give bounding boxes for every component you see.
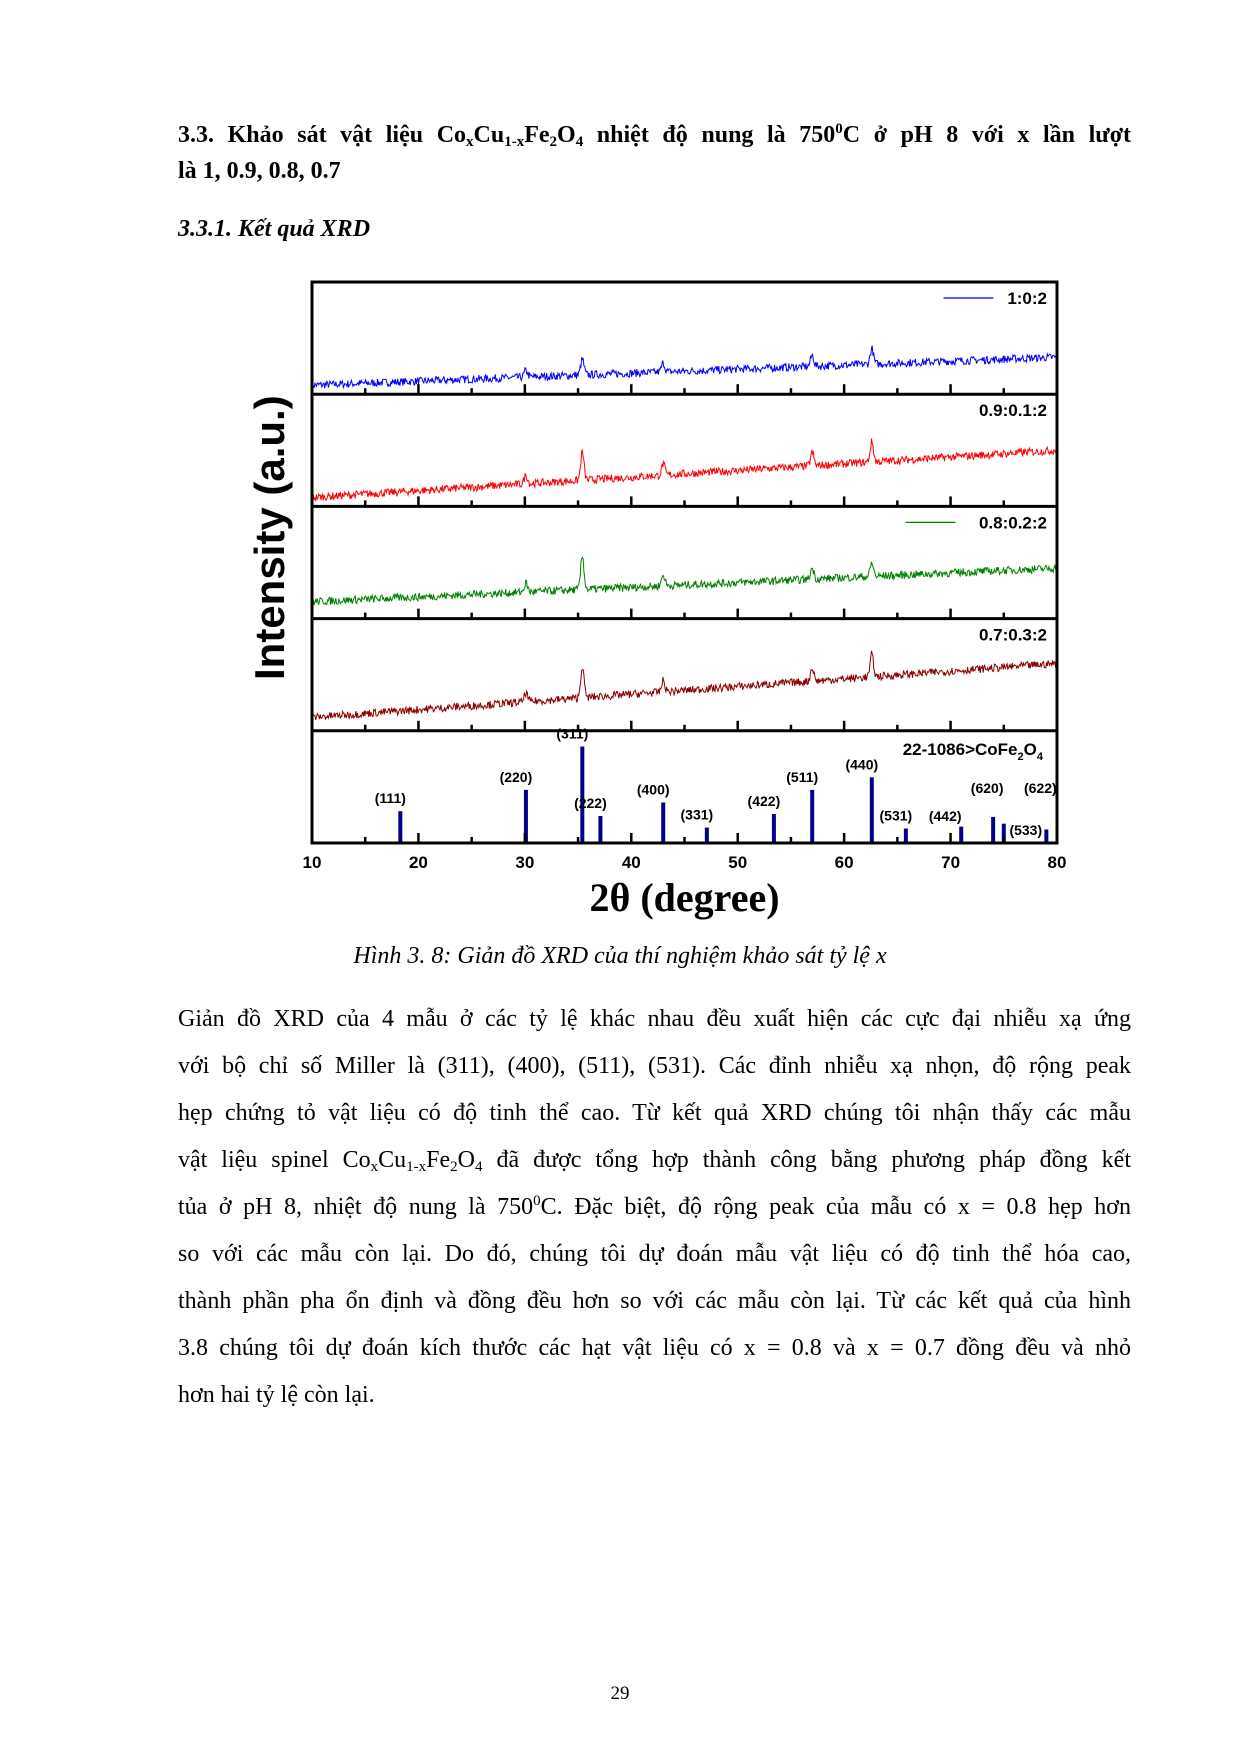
x-tick-label: 60: [835, 853, 854, 872]
text: nhiệt độ nung là 750: [583, 122, 836, 148]
legend-label: 0.9:0.1:2: [979, 401, 1047, 420]
text: O: [457, 1147, 475, 1173]
reference-hkl-label: (111): [375, 790, 406, 806]
xrd-chart: 1:0:2 0.9:0.1:2 0.8:0.2:2 0.7:0.3:2 (111) (22…: [303, 280, 1067, 920]
reference-label-part: 2: [1018, 751, 1024, 763]
text: Cu: [378, 1147, 407, 1173]
text: 1-x: [504, 134, 525, 150]
reference-hkl-label: (222): [574, 795, 607, 811]
plot-frame: [310, 280, 1059, 845]
paragraph-line: thành phần pha ổn định và đồng đều hơn s…: [178, 1288, 1131, 1314]
x-tick-label: 40: [622, 853, 641, 872]
reference-label-part: 22-1086>CoFe: [903, 740, 1018, 759]
text: 4: [575, 134, 584, 150]
reference-hkl-label: (400): [637, 781, 670, 797]
paragraph-line: với bộ chỉ số Miller là (311), (400), (5…: [178, 1053, 1131, 1079]
reference-label-part: O: [1024, 740, 1037, 759]
reference-label-part: 4: [1037, 751, 1044, 763]
x-tick-label: 20: [409, 853, 428, 872]
series-line-0.8:0.2:2: [311, 556, 1058, 606]
paragraph-line: tủa ở pH 8, nhiệt độ nung là 7500C. Đặc …: [178, 1192, 1131, 1222]
reference-hkl-label: (622): [1024, 780, 1057, 796]
reference-hkl-label: (220): [500, 769, 533, 785]
reference-hkl-label: (531): [880, 808, 913, 824]
reference-label: 22-1086>CoFe2O4: [903, 740, 1044, 763]
paragraph-line: hẹp chứng tỏ vật liệu có độ tinh thể cao…: [178, 1100, 1131, 1126]
text: x: [466, 134, 474, 150]
reference-hkl-label: (620): [971, 780, 1004, 796]
legend-label: 0.8:0.2:2: [979, 513, 1047, 532]
paragraph-line: 3.8 chúng tôi dự đoán kích thước các hạt…: [178, 1335, 1131, 1361]
series-line-1:0:2: [311, 345, 1058, 390]
figure-caption: Hình 3. 8: Giản đồ XRD của thí nghiệm kh…: [353, 943, 887, 969]
text: 2: [450, 1159, 458, 1175]
x-tick-label: 70: [941, 853, 960, 872]
series-line-0.7:0.3:2: [311, 650, 1058, 721]
text: 1-x: [406, 1159, 427, 1175]
reference-hkl-label: (422): [748, 793, 781, 809]
text: 0: [835, 121, 843, 137]
text: 4: [474, 1159, 483, 1175]
x-tick-label: 50: [728, 853, 747, 872]
paragraph-line: hơn hai tỷ lệ còn lại.: [178, 1382, 375, 1408]
x-axis-label: 2θ (degree): [589, 875, 779, 920]
x-tick-label: 80: [1048, 853, 1067, 872]
text: Fe: [426, 1147, 451, 1173]
page-number: 29: [610, 1683, 630, 1704]
reference-hkl-label: (440): [845, 756, 878, 772]
text: 3.3. Khảo sát vật liệu Co: [178, 122, 467, 148]
paragraph-line: so với các mẫu còn lại. Do đó, chúng tôi…: [178, 1241, 1131, 1267]
text: C. Đặc biệt, độ rộng peak của mẫu có x =…: [540, 1194, 1132, 1220]
reference-hkl-label: (533): [1009, 822, 1042, 838]
text: Fe: [524, 122, 550, 148]
section-heading-line1: 3.3. Khảo sát vật liệu CoxCu1-xFe2O4 nhi…: [178, 117, 1131, 153]
legend-label: 0.7:0.3:2: [979, 626, 1047, 645]
text: tủa ở pH 8, nhiệt độ nung là 750: [178, 1194, 534, 1220]
text: đã được tổng hợp thành công bằng phương …: [482, 1147, 1131, 1173]
text: Cu: [473, 122, 505, 148]
text: 0: [533, 1193, 541, 1209]
reference-hkl-label: (442): [929, 808, 962, 824]
text: C ở pH 8 với x lần lượt: [842, 122, 1131, 148]
text: vật liệu spinel Co: [178, 1147, 371, 1173]
reference-hkl-label: (331): [681, 807, 714, 823]
x-tick-label: 30: [515, 853, 534, 872]
section-heading-line2: là 1, 0.9, 0.8, 0.7: [178, 158, 341, 184]
text: 2: [549, 134, 558, 150]
series-line-0.9:0.1:2: [311, 438, 1058, 502]
section-heading: 3.3. Khảo sát vật liệu CoxCu1-xFe2O4 nhi…: [178, 117, 1131, 189]
reference-hkl-label: (511): [786, 769, 818, 785]
legend-label: 1:0:2: [1007, 289, 1047, 308]
text: x: [370, 1159, 379, 1175]
subsection-heading: 3.3.1. Kết quả XRD: [178, 216, 371, 242]
paragraph-line: vật liệu spinel CoxCu1-xFe2O4 đã được tổ…: [178, 1145, 1131, 1175]
x-tick-label: 10: [303, 853, 322, 872]
paragraph-line: Giản đồ XRD của 4 mẫu ở các tỷ lệ khác n…: [178, 1006, 1131, 1032]
text: O: [557, 122, 576, 148]
reference-hkl-label: (311): [556, 726, 588, 742]
